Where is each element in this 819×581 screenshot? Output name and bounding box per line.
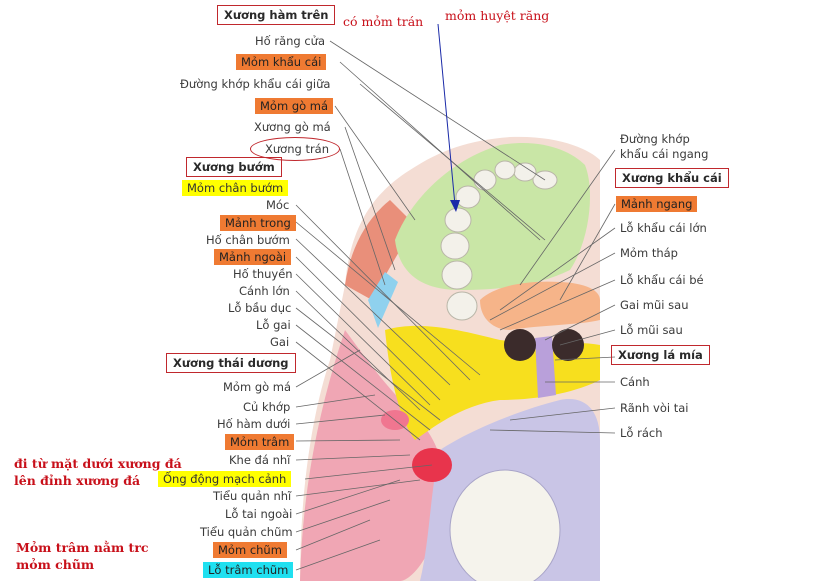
leader-lines xyxy=(295,40,616,571)
label-ho-thuyen: Hố thuyền xyxy=(233,267,293,281)
arrow-head xyxy=(450,200,460,212)
note1-line1: đi từ mặt dưới xương đá xyxy=(14,456,182,471)
label-manh-ngoai: Mảnh ngoài xyxy=(214,249,292,265)
circle-xuong-tran xyxy=(250,137,340,161)
label-xuong-tran: Xương trán xyxy=(265,142,330,156)
label-mom-tram: Mỏm trâm xyxy=(225,434,295,450)
label-lo-gai: Lỗ gai xyxy=(256,318,291,332)
vomer-region xyxy=(535,336,556,398)
choana-left xyxy=(504,329,536,361)
note-mom-huyet-rang: mỏm huyệt răng xyxy=(445,8,550,23)
label-duong-khop-ngang-2: khẩu cái ngang xyxy=(620,147,709,161)
label-tieu-quan-chum: Tiểu quản chũm xyxy=(200,525,293,539)
label-xuong-buom: Xương bướm xyxy=(186,157,282,177)
palatine-region xyxy=(480,281,600,330)
arrow-line xyxy=(437,23,456,206)
label-ho-rang-cua: Hố răng cửa xyxy=(255,34,326,48)
foramen-magnum xyxy=(449,469,561,581)
label-ranh-voi-tai: Rãnh vòi tai xyxy=(620,401,689,415)
label-lo-rach: Lỗ rách xyxy=(620,426,663,440)
label-canh-lon: Cánh lớn xyxy=(239,284,290,298)
label-mom-chum: Mỏm chũm xyxy=(213,542,287,558)
label-xuong-khau-cai: Xương khẩu cái xyxy=(615,168,729,188)
label-lo-khau-cai-be: Lỗ khẩu cái bé xyxy=(620,273,704,287)
label-xuong-la-mia: Xương lá mía xyxy=(611,345,710,365)
label-lo-khau-cai-lon: Lỗ khẩu cái lớn xyxy=(620,221,707,235)
note-co-mom-tran: có mỏm trán xyxy=(343,14,424,29)
label-lo-bau-duc: Lỗ bầu dục xyxy=(228,301,292,315)
label-xuong-thai-duong: Xương thái dương xyxy=(166,353,296,373)
note1-line2: lên đỉnh xương đá xyxy=(14,473,141,488)
label-mom-go-ma: Mỏm gò má xyxy=(255,98,334,114)
label-lo-mui-sau: Lỗ mũi sau xyxy=(620,323,683,337)
teeth-row xyxy=(440,160,558,321)
label-mom-chan-buom: Mỏm chân bướm xyxy=(182,180,289,196)
label-khe-da-nhi: Khe đá nhĩ xyxy=(229,453,291,467)
label-cu-khop: Củ khớp xyxy=(243,400,291,414)
label-ong-dong-mach-canh: Ống động mạch cảnh xyxy=(158,471,292,487)
label-mom-khau-cai: Mỏm khẩu cái xyxy=(236,54,327,70)
label-lo-tai-ngoai: Lỗ tai ngoài xyxy=(225,507,293,521)
note-ong-dong-mach: đi từ mặt dưới xương đá lên đỉnh xương đ… xyxy=(14,455,182,489)
label-mom-go-ma-2: Mỏm gò má xyxy=(223,380,292,394)
label-moc: Móc xyxy=(266,198,290,212)
note-mom-tram: Mỏm trâm nằm trc mỏm chũm xyxy=(16,539,149,573)
note2-line1: Mỏm trâm nằm trc xyxy=(16,540,149,555)
label-manh-ngang: Mảnh ngang xyxy=(616,196,698,212)
label-xuong-go-ma: Xương gò má xyxy=(254,120,331,134)
label-xuong-ham-tren: Xương hàm trên xyxy=(217,5,336,25)
label-canh: Cánh xyxy=(620,375,650,389)
zygomatic-region xyxy=(345,200,415,300)
label-ho-chan-buom: Hố chân bướm xyxy=(206,233,290,247)
label-manh-trong: Mảnh trong xyxy=(220,215,296,231)
label-gai-mui-sau: Gai mũi sau xyxy=(620,298,689,312)
label-duong-khop-giua: Đường khớp khẩu cái giữa xyxy=(180,77,331,91)
label-duong-khop-ngang-1: Đường khớp xyxy=(620,132,690,146)
label-mom-thap: Mỏm tháp xyxy=(620,246,678,260)
label-ho-ham-duoi: Hố hàm dưới xyxy=(217,417,291,431)
label-lo-tram-chum: Lỗ trâm chũm xyxy=(203,562,294,578)
note2-line2: mỏm chũm xyxy=(16,557,95,572)
label-tieu-quan-nhi: Tiểu quản nhĩ xyxy=(213,489,292,503)
label-gai: Gai xyxy=(270,335,290,349)
choana-right xyxy=(552,329,584,361)
